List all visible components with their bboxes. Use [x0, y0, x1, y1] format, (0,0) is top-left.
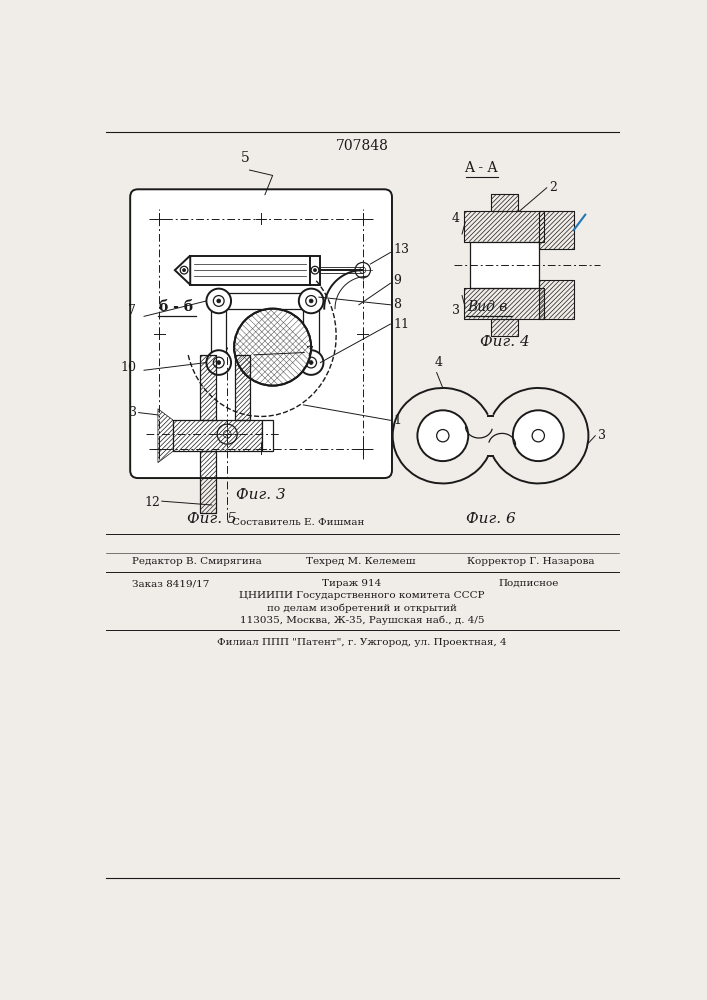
Circle shape [217, 299, 221, 303]
Text: 3: 3 [452, 304, 460, 317]
Circle shape [417, 410, 468, 461]
Circle shape [299, 350, 324, 375]
Text: 7: 7 [129, 304, 136, 317]
Circle shape [309, 361, 313, 364]
Circle shape [437, 430, 449, 442]
Bar [464, 288, 544, 319]
Circle shape [305, 357, 317, 368]
Text: 5: 5 [241, 151, 250, 165]
Text: 9: 9 [394, 274, 402, 287]
Polygon shape [175, 256, 190, 285]
Bar [218, 293, 311, 309]
Text: Филиал ППП "Патент", г. Ужгород, ул. Проектная, 4: Филиал ППП "Патент", г. Ужгород, ул. Про… [217, 638, 507, 647]
Bar [464, 211, 544, 242]
Text: 3: 3 [129, 406, 137, 419]
Circle shape [309, 299, 313, 303]
Circle shape [180, 266, 188, 274]
Text: 12: 12 [144, 496, 160, 509]
Circle shape [311, 266, 319, 274]
Text: Редактор В. Смирягина: Редактор В. Смирягина [132, 557, 262, 566]
Circle shape [206, 289, 231, 313]
Bar [211, 301, 226, 363]
Text: 4: 4 [434, 356, 442, 369]
Text: 707848: 707848 [336, 139, 388, 153]
Text: 113035, Москва, Ж-35, Раушская наб., д. 4/5: 113035, Москва, Ж-35, Раушская наб., д. … [240, 616, 484, 625]
Text: Вид в: Вид в [467, 300, 508, 314]
Circle shape [214, 296, 224, 306]
Bar [262, 420, 274, 451]
Text: Подписное: Подписное [498, 579, 559, 588]
Circle shape [206, 350, 231, 375]
Circle shape [234, 309, 311, 386]
Bar [190, 256, 310, 285]
Bar [469, 242, 539, 288]
Text: 2: 2 [549, 181, 557, 194]
Bar [539, 211, 573, 249]
Text: 11: 11 [394, 318, 409, 331]
Text: 13: 13 [394, 243, 409, 256]
Circle shape [360, 267, 366, 273]
Circle shape [355, 262, 370, 278]
Text: 4: 4 [452, 212, 460, 225]
Text: по делам изобретений и открытий: по делам изобретений и открытий [267, 603, 457, 613]
Text: A - A: A - A [464, 161, 498, 175]
Text: Техред М. Келемеш: Техред М. Келемеш [305, 557, 415, 566]
Bar [310, 256, 320, 285]
Text: Фиг. 6: Фиг. 6 [466, 512, 515, 526]
Text: Фиг. 3: Фиг. 3 [236, 488, 286, 502]
Text: 7: 7 [305, 346, 314, 359]
Text: Заказ 8419/17: Заказ 8419/17 [132, 579, 210, 588]
Bar [539, 280, 573, 319]
Text: ЦНИИПИ Государственного комитета СССР: ЦНИИПИ Государственного комитета СССР [239, 591, 485, 600]
Bar [491, 319, 518, 336]
Circle shape [305, 296, 317, 306]
Circle shape [217, 424, 238, 444]
Circle shape [532, 430, 544, 442]
Text: Фиг. 5: Фиг. 5 [187, 512, 237, 526]
FancyBboxPatch shape [130, 189, 392, 478]
Circle shape [313, 269, 317, 272]
Circle shape [182, 269, 186, 272]
Bar [303, 301, 319, 363]
Text: 3: 3 [597, 429, 606, 442]
Circle shape [299, 289, 324, 313]
Circle shape [513, 410, 563, 461]
Text: Тираж 914: Тираж 914 [322, 579, 382, 588]
Text: Корректор Г. Назарова: Корректор Г. Назарова [467, 557, 595, 566]
Bar [491, 194, 518, 211]
Circle shape [217, 361, 221, 364]
Text: Фиг. 4: Фиг. 4 [479, 335, 530, 349]
Circle shape [214, 357, 224, 368]
Text: Составитель Е. Фишман: Составитель Е. Фишман [232, 518, 364, 527]
Circle shape [223, 430, 231, 438]
Text: 1: 1 [394, 414, 402, 427]
Text: б - б: б - б [160, 300, 194, 314]
Text: 8: 8 [394, 298, 402, 311]
Text: 10: 10 [120, 361, 136, 374]
